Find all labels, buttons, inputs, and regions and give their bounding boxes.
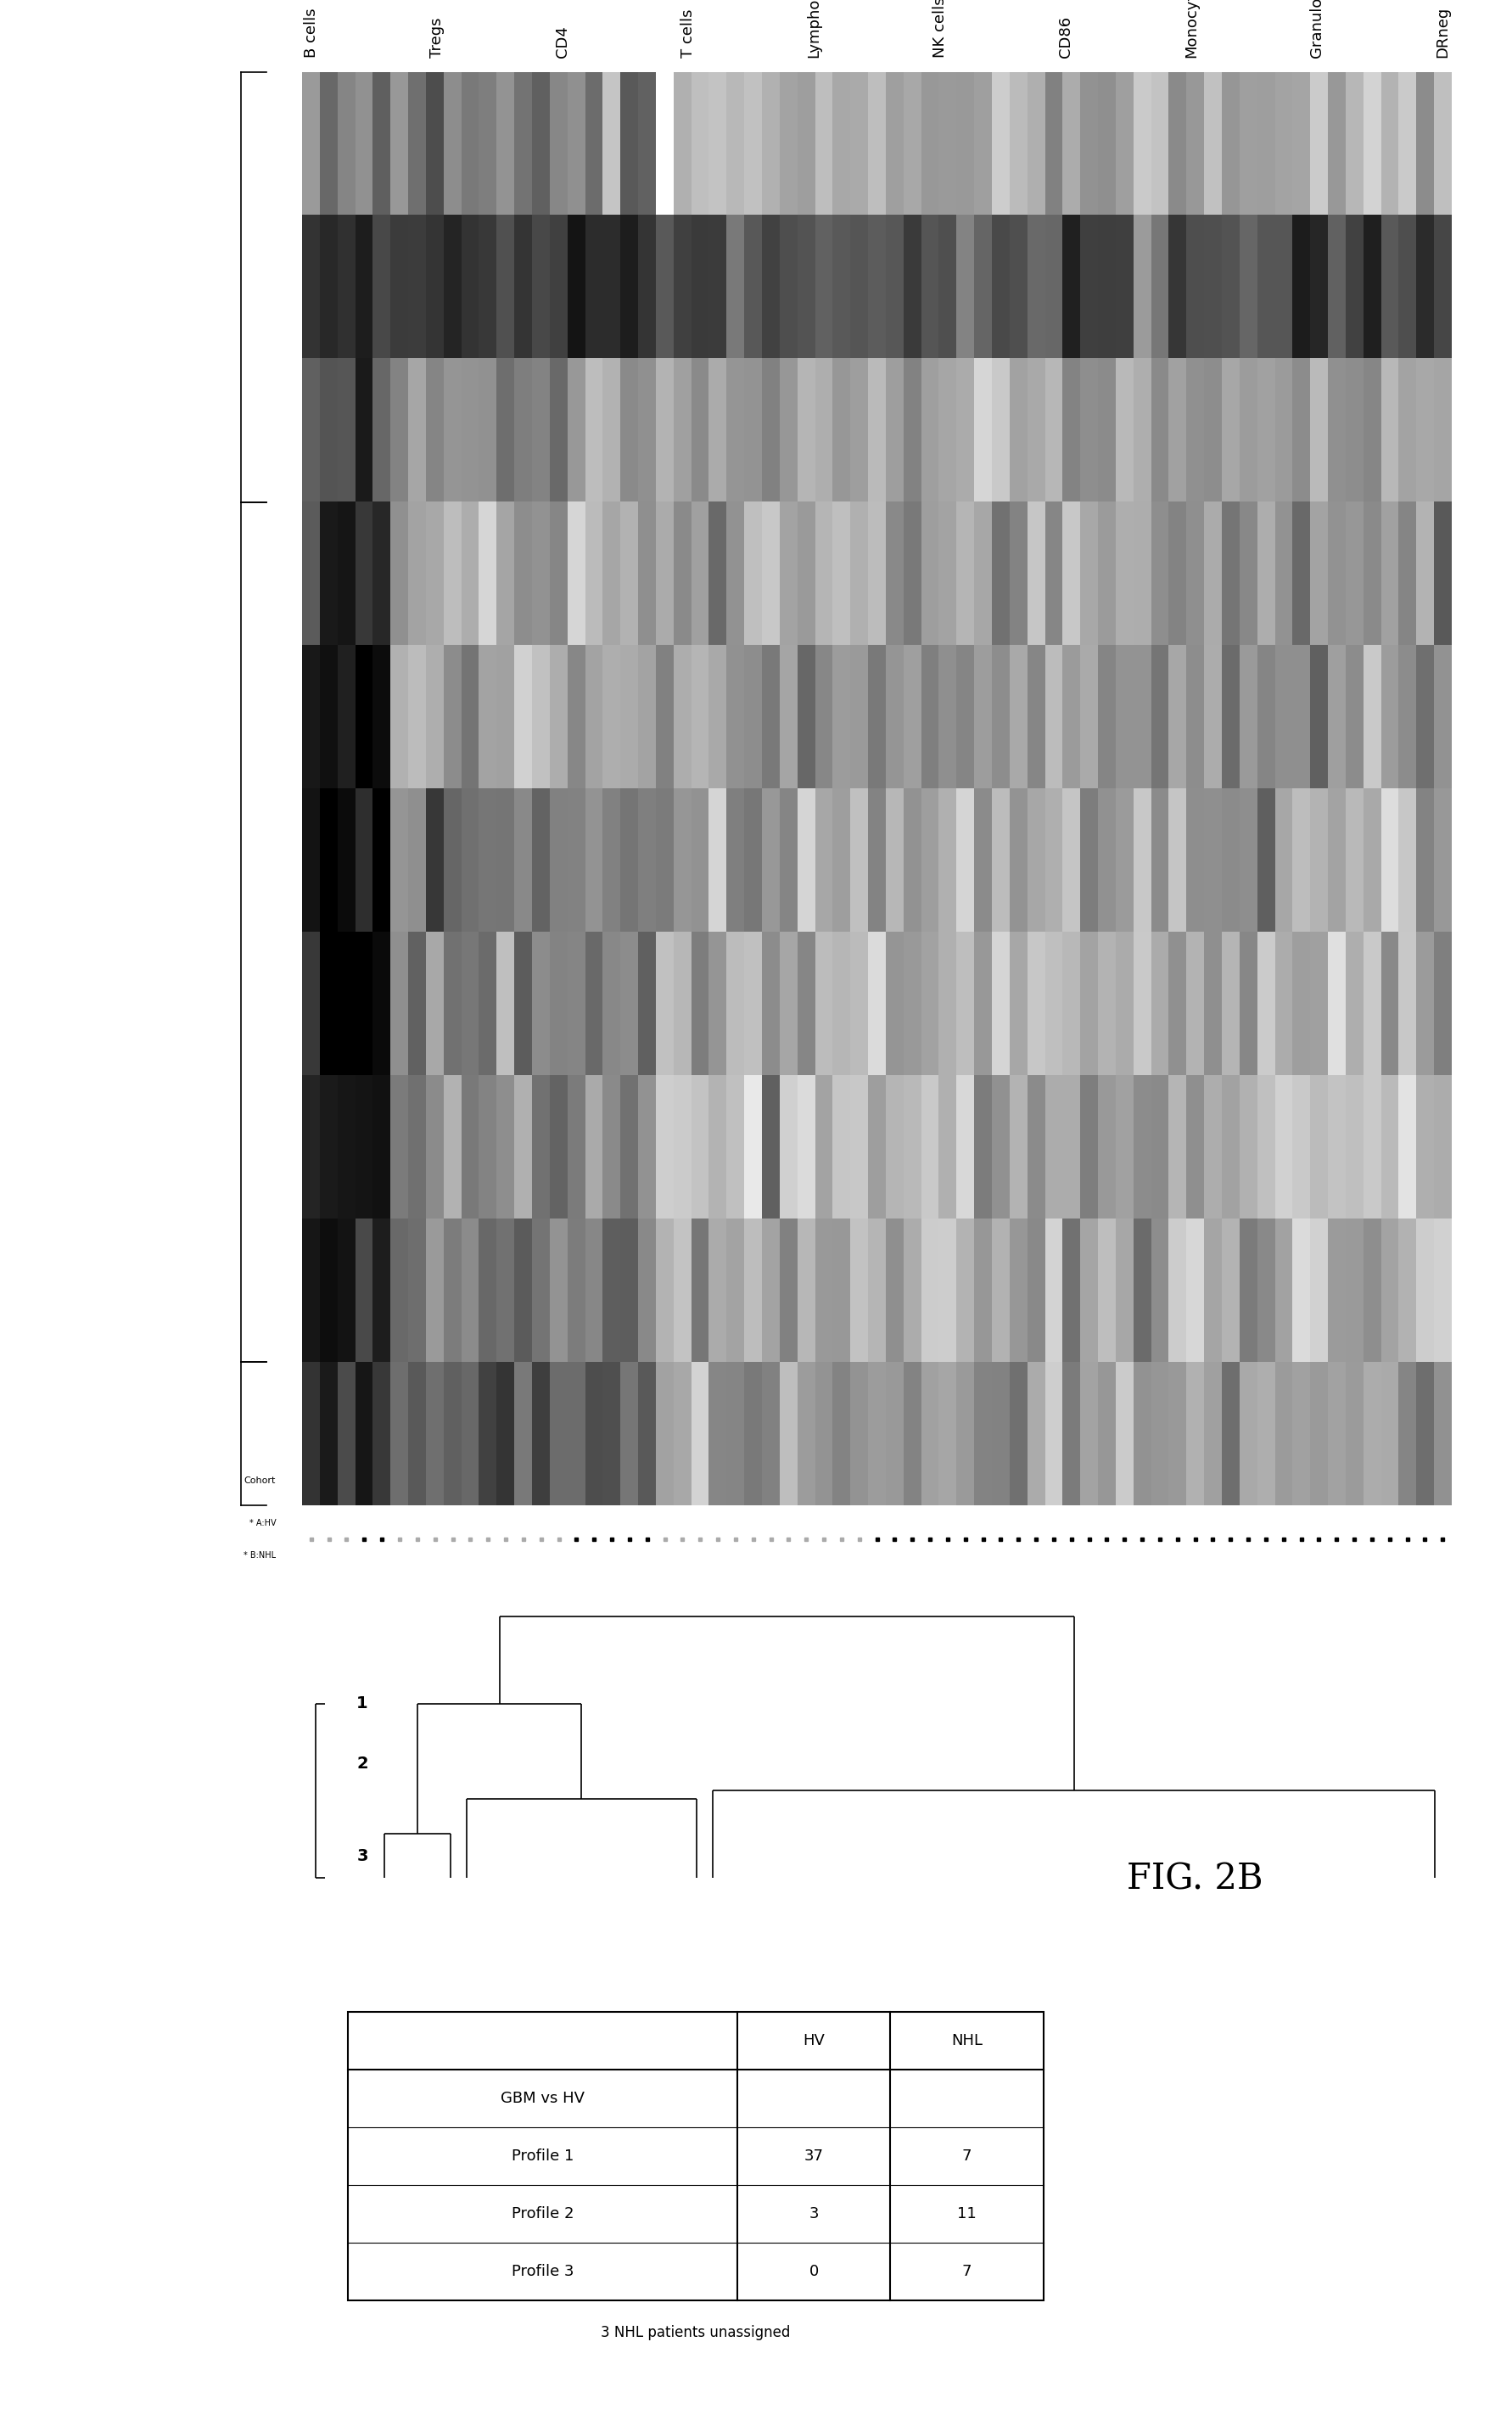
Text: B cells: B cells [304, 7, 319, 58]
Text: CD4: CD4 [555, 26, 570, 58]
Text: 7: 7 [962, 2149, 972, 2163]
Text: Cohort: Cohort [243, 1477, 275, 1486]
Text: NK cells: NK cells [933, 0, 948, 58]
Text: DRneg: DRneg [1435, 7, 1450, 58]
Text: 3: 3 [809, 2207, 818, 2221]
Text: HV: HV [803, 2033, 824, 2048]
Text: * A:HV: * A:HV [249, 1520, 275, 1527]
Text: Profile 2: Profile 2 [511, 2207, 573, 2221]
Text: 0: 0 [809, 2264, 818, 2279]
Text: Profile 1: Profile 1 [511, 2149, 573, 2163]
Text: Lymphocytes: Lymphocytes [806, 0, 821, 58]
Text: Granulocytes: Granulocytes [1309, 0, 1325, 58]
Text: 1: 1 [357, 1696, 367, 1713]
Text: GBM vs HV: GBM vs HV [500, 2091, 585, 2105]
Text: 3 NHL patients unassigned: 3 NHL patients unassigned [600, 2325, 791, 2339]
Text: Monocytes: Monocytes [1184, 0, 1199, 58]
Text: CD86: CD86 [1058, 17, 1074, 58]
Text: FIG. 2B: FIG. 2B [1126, 1862, 1263, 1896]
Text: Profile 3: Profile 3 [511, 2264, 573, 2279]
Text: Tregs: Tregs [429, 17, 445, 58]
Text: 11: 11 [957, 2207, 977, 2221]
Text: 37: 37 [804, 2149, 824, 2163]
Text: * B:NHL: * B:NHL [243, 1551, 275, 1559]
Text: 7: 7 [962, 2264, 972, 2279]
Text: T cells: T cells [680, 10, 696, 58]
FancyBboxPatch shape [348, 2012, 1043, 2301]
Text: NHL: NHL [951, 2033, 983, 2048]
Text: 2: 2 [357, 1756, 367, 1773]
Text: 3: 3 [357, 1848, 367, 1865]
